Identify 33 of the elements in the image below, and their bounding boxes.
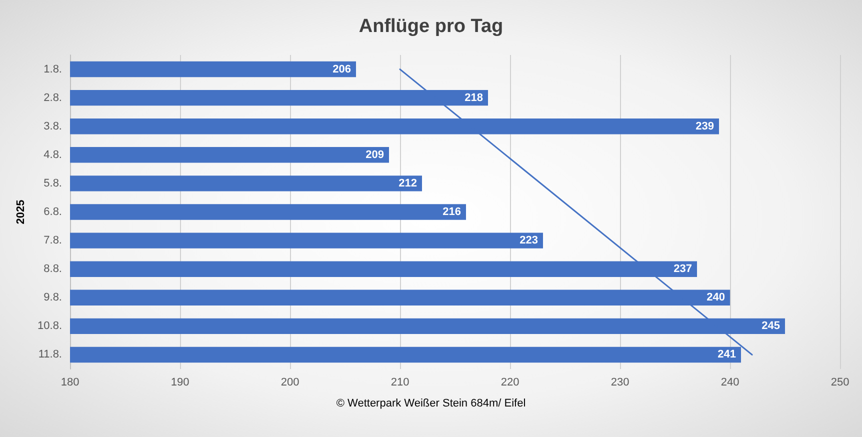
y-tick-label: 3.8. xyxy=(44,120,62,132)
y-tick-label: 6.8. xyxy=(44,206,62,218)
y-tick-label: 1.8. xyxy=(44,63,62,76)
y-tick-label: 4.8. xyxy=(44,148,62,161)
y-tick-label: 8.8. xyxy=(44,263,62,276)
x-tick-label: 200 xyxy=(280,376,300,388)
y-tick-label: 7.8. xyxy=(44,234,62,247)
data-label: 212 xyxy=(398,177,417,190)
data-label: 206 xyxy=(332,63,351,76)
data-label: 240 xyxy=(706,292,725,304)
y-tick-label: 2.8. xyxy=(44,92,62,104)
text: © Wetterpark Weißer Stein 684m/ Eifel xyxy=(336,398,526,410)
y-tick-label: 10.8. xyxy=(38,320,62,332)
x-tick-label: 180 xyxy=(60,376,80,388)
data-label: 245 xyxy=(762,320,780,332)
data-label: 223 xyxy=(520,234,538,247)
y-axis-title: 2025 xyxy=(15,200,28,224)
data-label: 209 xyxy=(366,148,384,161)
x-tick-label: 220 xyxy=(500,376,520,388)
data-label: 241 xyxy=(718,348,736,361)
y-tick-label: 5.8. xyxy=(44,177,62,190)
data-label: 218 xyxy=(464,92,483,104)
data-label: 237 xyxy=(674,263,692,276)
y-tick-label: 11.8. xyxy=(38,348,62,361)
x-tick-label: 190 xyxy=(170,376,190,388)
chart-title: Anflüge pro Tag xyxy=(358,16,504,37)
data-label: 239 xyxy=(696,120,714,132)
y-tick-label: 9.8. xyxy=(44,292,62,304)
x-tick-label: 240 xyxy=(720,376,740,388)
x-tick-label: 230 xyxy=(610,376,630,388)
x-tick-label: 210 xyxy=(390,376,410,388)
data-label: 216 xyxy=(442,206,461,218)
x-tick-label: 250 xyxy=(830,376,850,388)
